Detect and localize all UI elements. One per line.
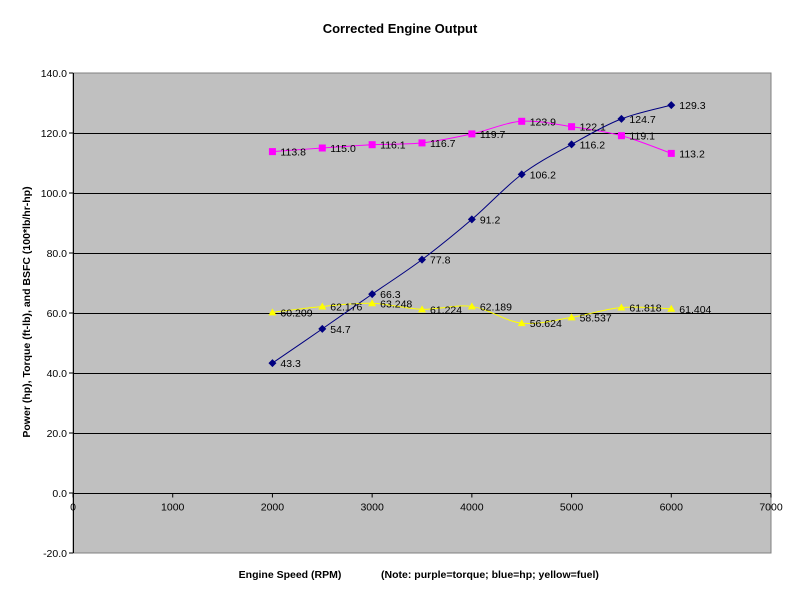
data-point-torque	[418, 139, 426, 147]
data-label-hp: 66.3	[380, 289, 401, 301]
data-point-fuel	[667, 304, 676, 312]
y-tick-label: 0.0	[52, 488, 67, 500]
data-label-hp: 77.8	[430, 255, 451, 267]
data-point-fuel	[517, 319, 526, 327]
data-point-hp	[617, 114, 626, 123]
x-tick-label: 4000	[460, 502, 484, 514]
data-label-fuel: 56.624	[530, 318, 562, 330]
data-point-fuel	[617, 303, 626, 311]
data-label-torque: 119.1	[629, 131, 655, 143]
x-tick-label: 7000	[759, 502, 783, 514]
data-point-torque	[568, 123, 576, 131]
data-label-torque: 116.1	[380, 140, 406, 152]
data-point-hp	[418, 255, 426, 264]
x-tick-label: 3000	[360, 502, 384, 514]
y-tick-label: 120.0	[41, 128, 67, 140]
data-point-torque	[518, 117, 526, 125]
data-label-fuel: 63.248	[380, 298, 412, 310]
y-tick-label: 40.0	[47, 368, 68, 380]
x-tick-label: 0	[70, 502, 76, 514]
data-label-hp: 91.2	[480, 214, 501, 226]
data-point-torque	[468, 130, 476, 138]
data-point-hp	[368, 290, 377, 299]
data-label-hp: 116.2	[580, 139, 606, 151]
data-label-fuel: 62.189	[480, 301, 512, 313]
data-label-torque: 113.8	[280, 147, 306, 159]
data-label-fuel: 60.209	[280, 307, 312, 319]
y-tick-label: 60.0	[47, 308, 68, 320]
data-point-hp	[268, 359, 277, 368]
data-label-hp: 124.7	[629, 114, 655, 126]
y-tick-label: 20.0	[47, 428, 68, 440]
data-label-fuel: 62.176	[330, 301, 362, 313]
data-label-fuel: 58.537	[580, 312, 612, 324]
data-label-hp: 106.2	[530, 169, 556, 181]
data-point-torque	[667, 149, 675, 157]
data-point-hp	[318, 324, 327, 333]
x-axis-label: Engine Speed (RPM)	[239, 569, 342, 581]
x-tick-label: 5000	[560, 502, 584, 514]
data-point-torque	[268, 148, 276, 156]
data-label-torque: 115.0	[330, 143, 356, 155]
data-point-hp	[567, 140, 576, 149]
y-tick-label: 100.0	[41, 188, 67, 200]
data-label-torque: 119.7	[480, 129, 506, 141]
chart-note: (Note: purple=torque; blue=hp; yellow=fu…	[381, 569, 599, 581]
data-label-hp: 54.7	[330, 324, 351, 336]
x-tick-label: 1000	[161, 502, 185, 514]
data-label-torque: 113.2	[679, 148, 705, 160]
y-tick-label: -20.0	[43, 548, 67, 560]
data-point-fuel	[467, 302, 476, 310]
data-label-torque: 122.1	[580, 122, 606, 134]
x-tick-label: 2000	[261, 502, 285, 514]
x-tick-label: 6000	[660, 502, 684, 514]
y-axis-label: Power (hp), Torque (ft-lb), and BSFC (10…	[21, 186, 33, 437]
data-point-torque	[617, 132, 625, 140]
data-label-fuel: 61.818	[629, 303, 661, 315]
data-point-fuel	[268, 308, 277, 316]
data-point-hp	[667, 101, 676, 110]
data-point-torque	[368, 141, 376, 149]
data-point-torque	[318, 144, 326, 152]
data-label-fuel: 61.404	[679, 304, 711, 316]
data-point-fuel	[368, 299, 377, 307]
data-label-torque: 116.7	[430, 138, 456, 150]
data-label-torque: 123.9	[530, 116, 556, 128]
data-point-fuel	[318, 302, 327, 310]
data-label-fuel: 61.224	[430, 304, 462, 316]
plot-area: -20.0 0.0 20.0 40.0 60.0 80.0 100.0 120.0 140.0 0…	[41, 68, 783, 560]
data-point-fuel	[418, 305, 426, 313]
chart-title: Corrected Engine Output	[323, 21, 478, 36]
data-point-hp	[467, 215, 476, 224]
data-label-hp: 129.3	[679, 100, 705, 112]
data-label-hp: 43.3	[280, 358, 301, 370]
y-tick-label: 80.0	[47, 248, 68, 260]
data-point-hp	[517, 170, 526, 179]
y-tick-label: 140.0	[41, 68, 67, 80]
data-point-fuel	[567, 313, 576, 321]
